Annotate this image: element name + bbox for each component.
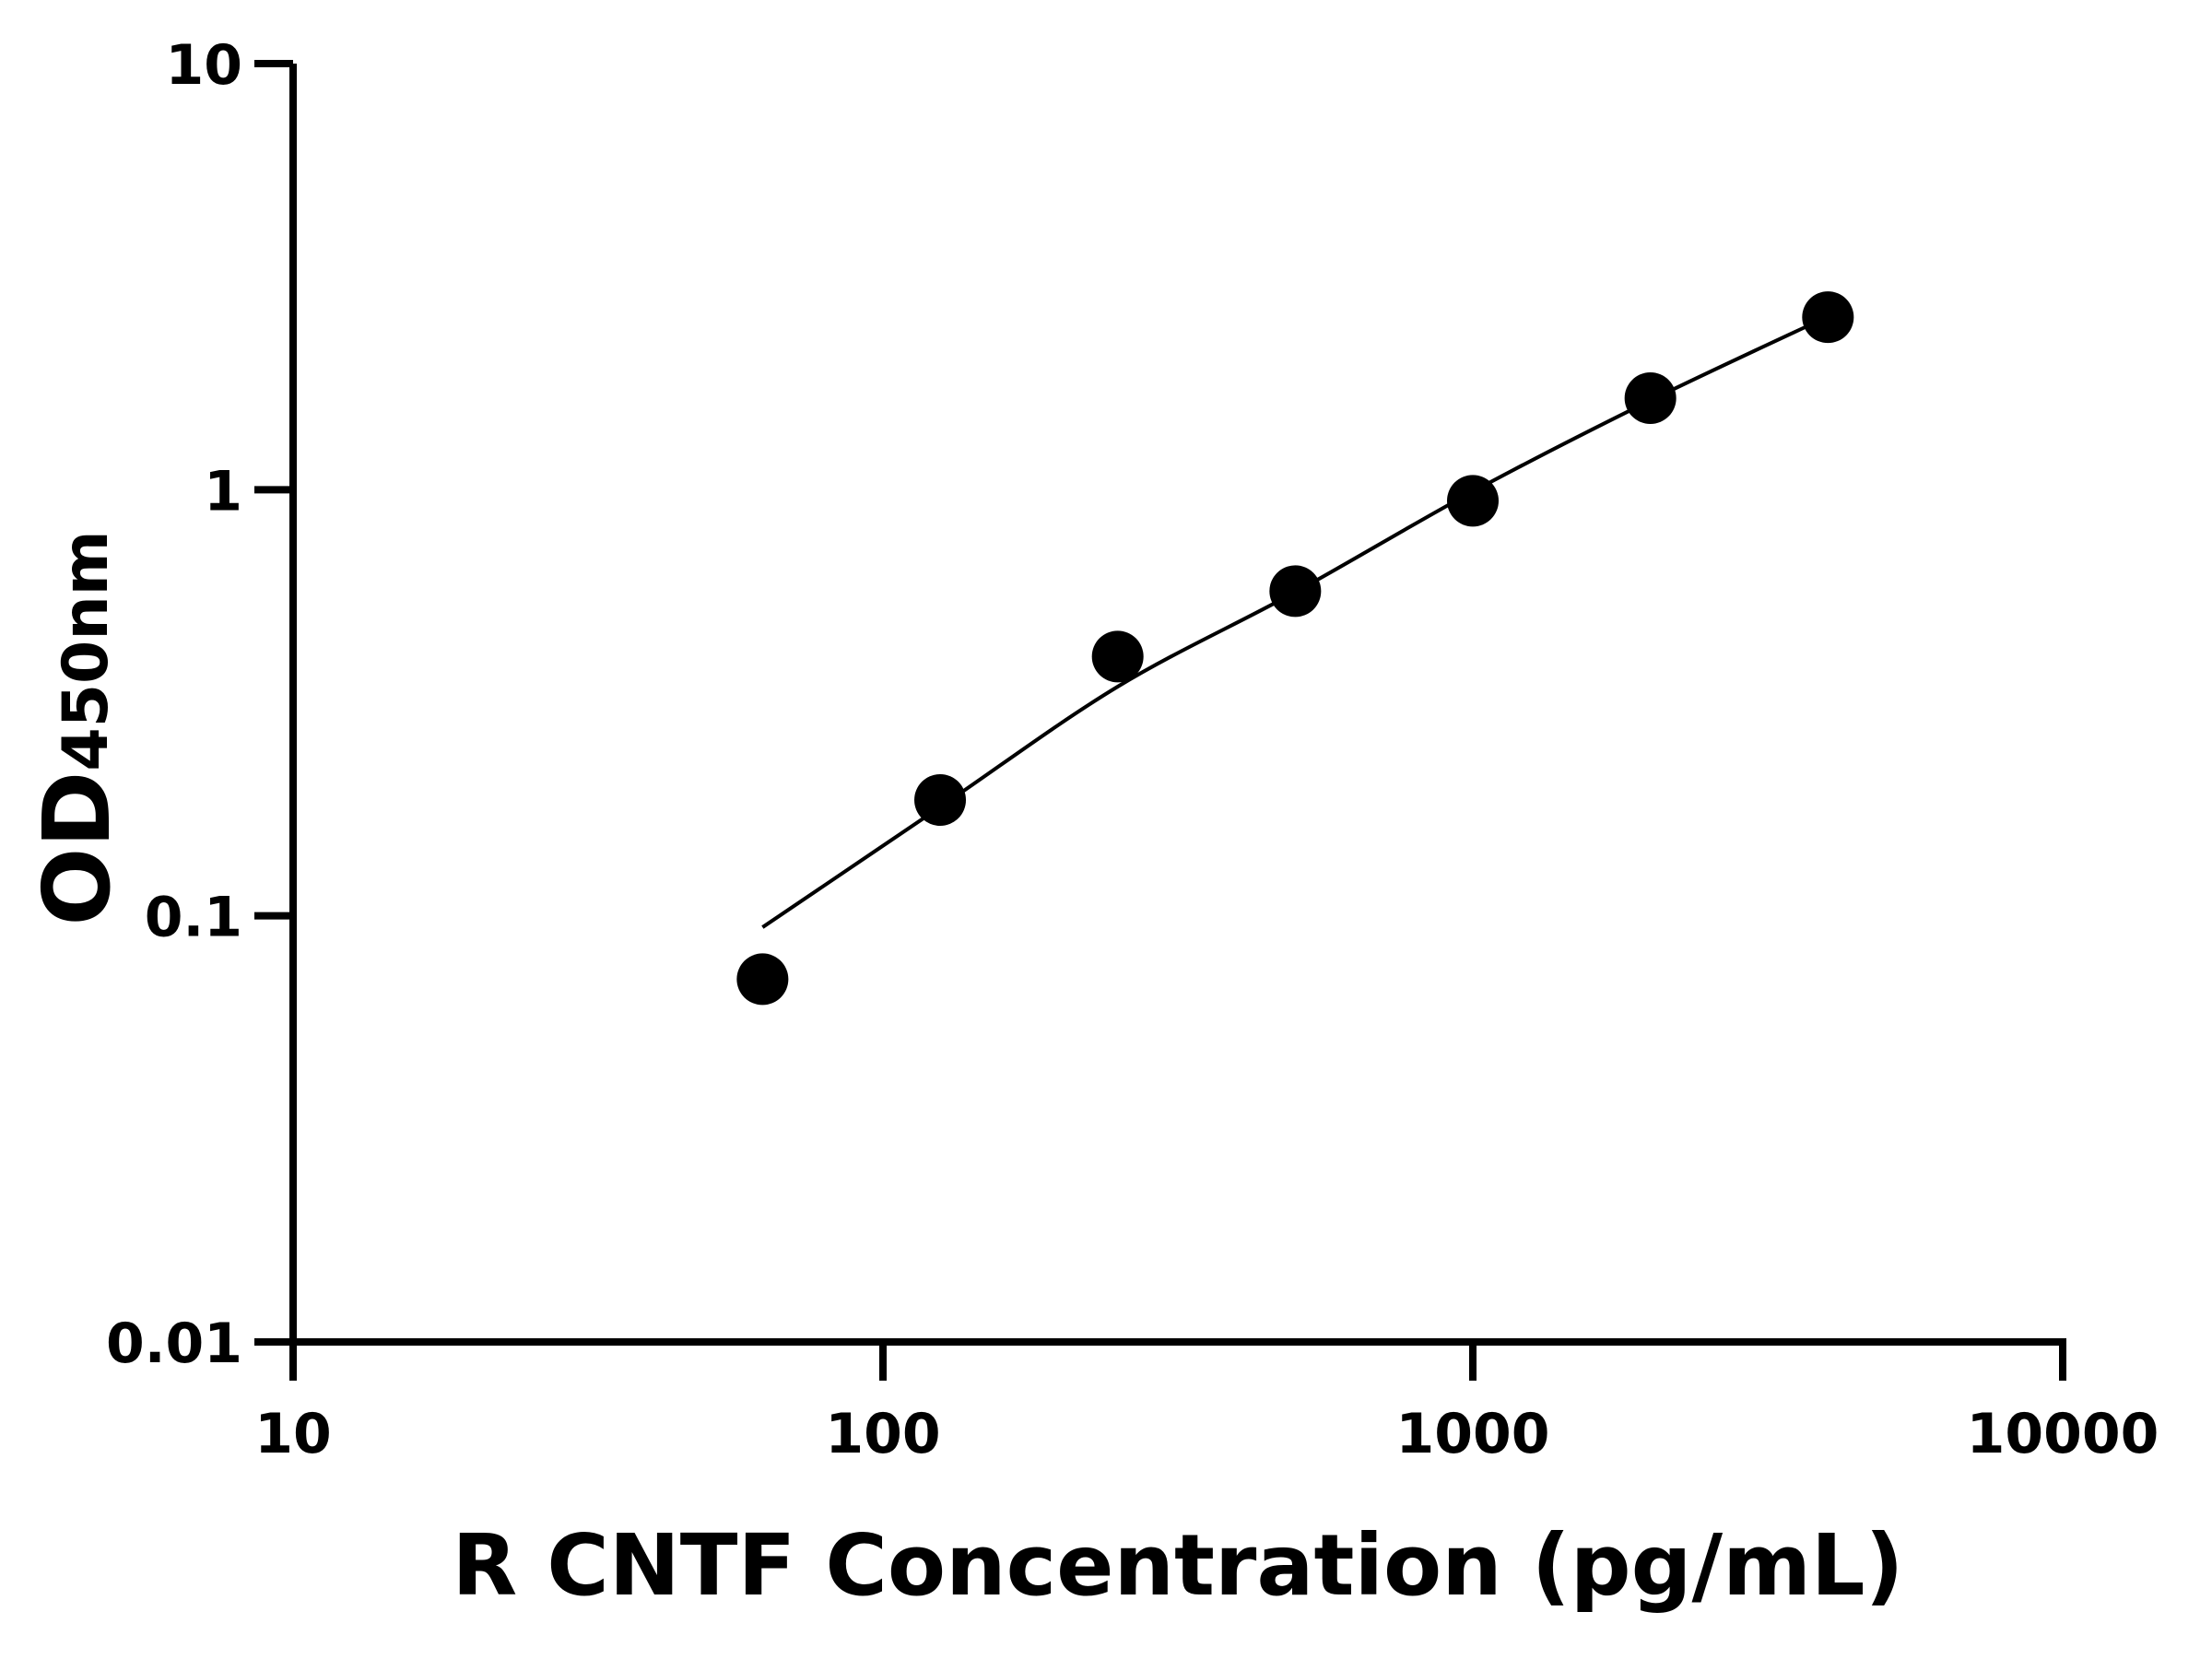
- y-axis-label: OD450nm: [23, 530, 131, 925]
- axes: 10 100 1000 10000 0.01 0.1 1 10: [106, 33, 2159, 1466]
- y-tick-label: 0.01: [106, 1312, 242, 1376]
- y-axis-label-subscript: 450nm: [50, 530, 123, 771]
- x-axis-label: R CNTF Concentration (pg/mL): [452, 1516, 1903, 1615]
- y-axis-label-main: OD: [23, 771, 131, 926]
- data-point: [914, 773, 967, 826]
- data-point: [1802, 291, 1854, 344]
- data-point: [1624, 372, 1677, 425]
- x-tick-label: 10000: [1967, 1402, 2159, 1466]
- y-tick-label: 0.1: [145, 886, 242, 950]
- data-points-layer: [736, 291, 1854, 1006]
- y-tick-label: 10: [166, 33, 243, 98]
- x-tick-label: 100: [825, 1402, 940, 1466]
- x-tick-label: 1000: [1396, 1402, 1550, 1466]
- data-point: [1269, 565, 1322, 618]
- data-point: [1091, 630, 1144, 683]
- data-point: [736, 953, 789, 1006]
- data-point: [1447, 475, 1499, 527]
- y-tick-label: 1: [204, 459, 242, 524]
- x-tick-label: 10: [254, 1402, 332, 1466]
